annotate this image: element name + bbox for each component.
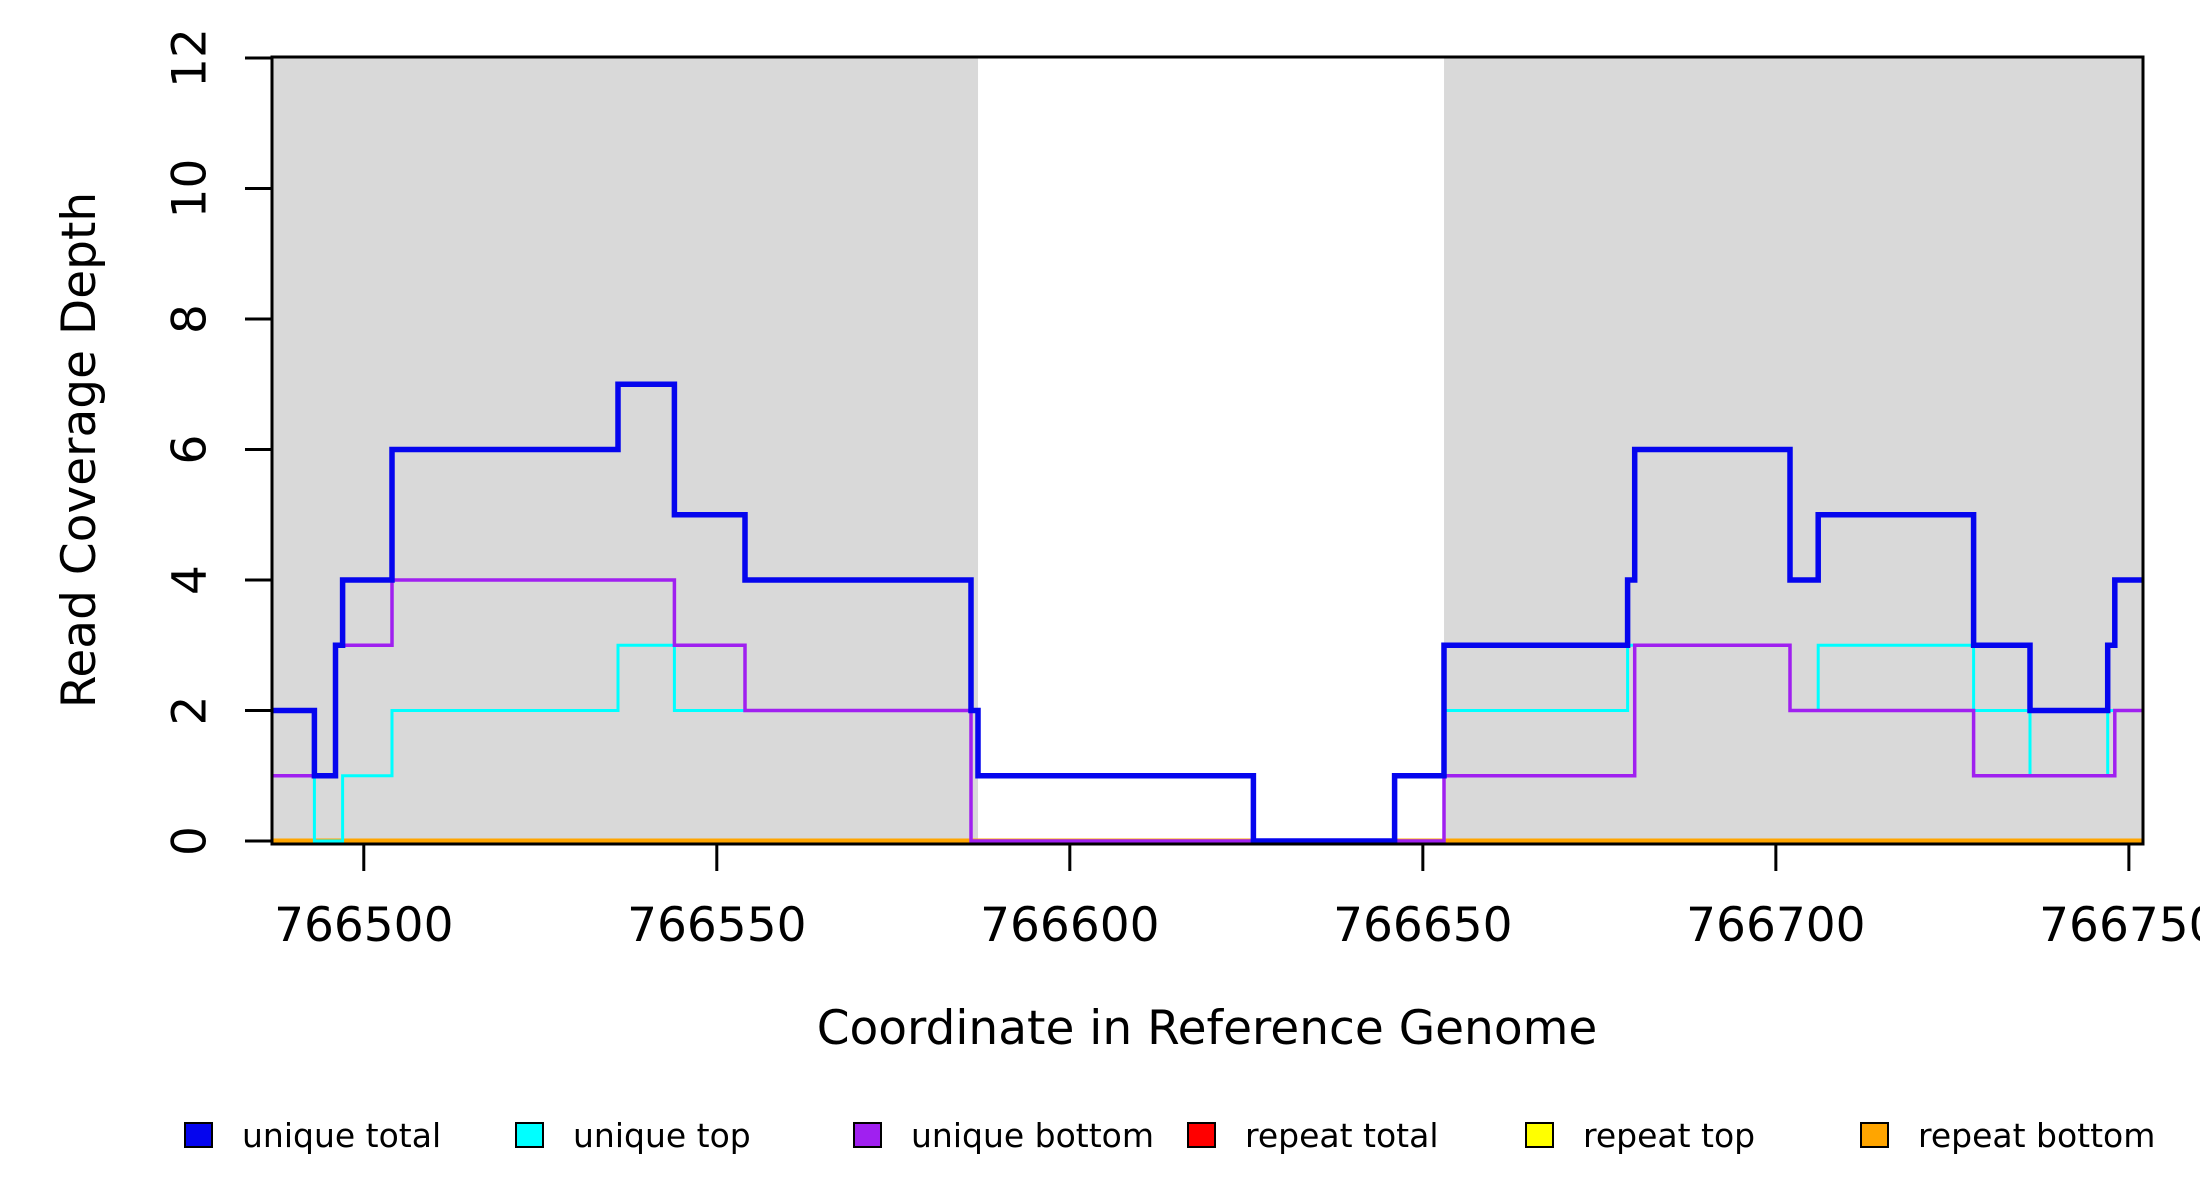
y-tick-label: 6 <box>163 435 218 465</box>
x-tick-label: 766650 <box>1333 898 1512 953</box>
x-tick-label: 766500 <box>274 898 453 953</box>
legend-item-unique-bottom: unique bottom <box>853 1118 1154 1152</box>
annotation-region <box>1444 58 2143 843</box>
repeat-top-swatch-icon <box>1525 1122 1554 1148</box>
y-tick-label: 0 <box>163 826 218 856</box>
legend-label: unique total <box>242 1115 442 1155</box>
x-tick-label: 766550 <box>627 898 806 953</box>
shaded-regions <box>272 58 2143 843</box>
legend-label: unique bottom <box>911 1115 1155 1155</box>
legend-label: repeat top <box>1583 1115 1756 1155</box>
legend-item-repeat-total: repeat total <box>1187 1118 1439 1152</box>
unique-bottom-swatch-icon <box>853 1122 882 1148</box>
series-unique-total <box>272 381 2143 844</box>
y-tick-label: 2 <box>163 696 218 726</box>
legend-item-unique-total: unique total <box>184 1118 441 1152</box>
legend-label: repeat bottom <box>1918 1115 2156 1155</box>
y-tick-label: 4 <box>163 565 218 595</box>
x-tick-label: 766600 <box>980 898 1159 953</box>
repeat-total-swatch-icon <box>1187 1122 1216 1148</box>
repeat-bottom-swatch-icon <box>1860 1122 1889 1148</box>
x-axis-title: Coordinate in Reference Genome <box>817 1001 1598 1056</box>
legend-item-repeat-bottom: repeat bottom <box>1860 1118 2155 1152</box>
legend-label: repeat total <box>1245 1115 1439 1155</box>
y-tick-label: 10 <box>163 159 218 219</box>
legend-item-unique-top: unique top <box>515 1118 751 1152</box>
y-tick-label: 12 <box>163 28 218 88</box>
unique-total-swatch-icon <box>184 1122 213 1148</box>
series-lines <box>272 381 2143 844</box>
legend: unique total unique top unique bottom re… <box>0 1118 2200 1158</box>
y-axis: 0 2 4 6 8 10 12 <box>163 28 272 856</box>
series-unique-bottom <box>272 578 2143 843</box>
annotation-region <box>272 58 979 843</box>
legend-item-repeat-top: repeat top <box>1525 1118 1755 1152</box>
y-tick-label: 8 <box>163 304 218 334</box>
y-axis-title: Read Coverage Depth <box>52 192 107 708</box>
x-tick-label: 766700 <box>1686 898 1865 953</box>
legend-label: unique top <box>573 1115 751 1155</box>
unique-top-swatch-icon <box>515 1122 544 1148</box>
